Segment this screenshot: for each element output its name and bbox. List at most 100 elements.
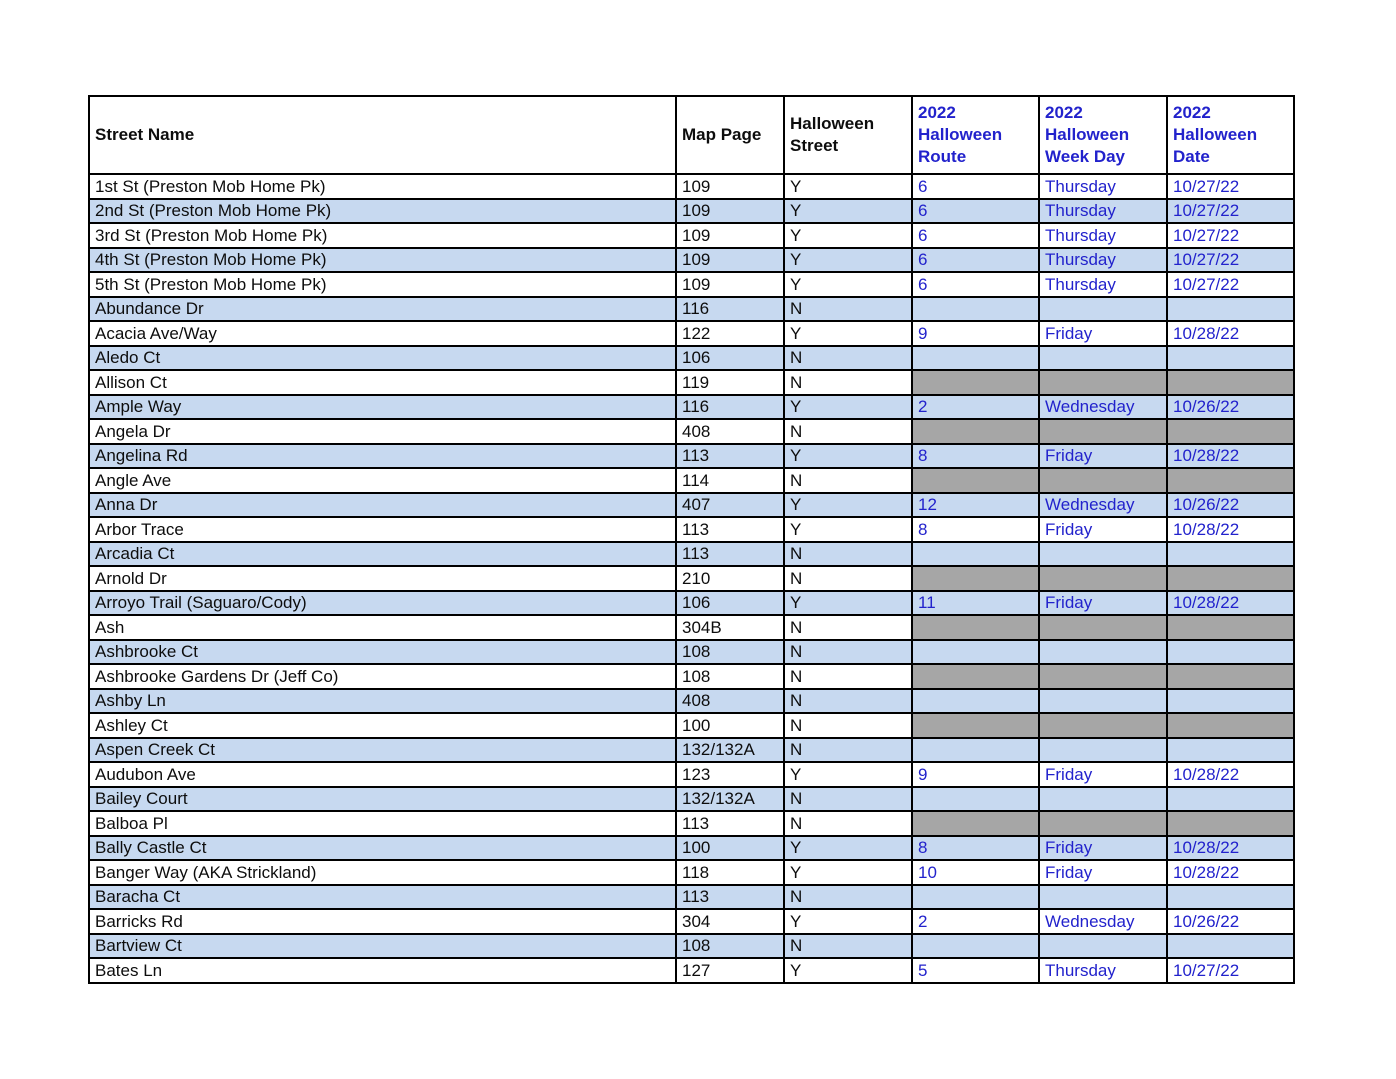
cell-halloween-date: 10/27/22 (1166, 222, 1295, 249)
cell-halloween-route (911, 663, 1040, 690)
cell-halloween-week-day: Thursday (1038, 957, 1168, 984)
cell-halloween-street: Y (783, 761, 913, 788)
cell-halloween-route: 8 (911, 834, 1040, 861)
cell-halloween-week-day (1038, 344, 1168, 371)
cell-halloween-week-day: Thursday (1038, 222, 1168, 249)
cell-halloween-date (1166, 369, 1295, 396)
cell-map-page: 109 (675, 222, 785, 249)
cell-street-name: Ashbrooke Ct (88, 638, 677, 665)
cell-map-page: 407 (675, 491, 785, 518)
cell-halloween-week-day (1038, 883, 1168, 910)
table-row: Balboa Pl 113 N (88, 810, 1295, 837)
table-row: Bally Castle Ct 100 Y 8 Friday 10/28/22 (88, 834, 1295, 861)
cell-map-page: 132/132A (675, 785, 785, 812)
cell-halloween-week-day (1038, 540, 1168, 567)
cell-street-name: 1st St (Preston Mob Home Pk) (88, 173, 677, 200)
cell-halloween-street: N (783, 540, 913, 567)
cell-halloween-route (911, 540, 1040, 567)
cell-halloween-street: Y (783, 957, 913, 984)
cell-halloween-street: Y (783, 173, 913, 200)
cell-halloween-route (911, 712, 1040, 739)
cell-halloween-street: Y (783, 197, 913, 224)
cell-street-name: Abundance Dr (88, 295, 677, 322)
cell-street-name: Bailey Court (88, 785, 677, 812)
cell-map-page: 118 (675, 859, 785, 886)
cell-halloween-date: 10/28/22 (1166, 320, 1295, 347)
cell-street-name: Banger Way (AKA Strickland) (88, 859, 677, 886)
cell-street-name: Aspen Creek Ct (88, 736, 677, 763)
cell-street-name: Acacia Ave/Way (88, 320, 677, 347)
cell-halloween-route: 6 (911, 173, 1040, 200)
cell-halloween-street: N (783, 565, 913, 592)
table-row: 2nd St (Preston Mob Home Pk) 109 Y 6 Thursda… (88, 197, 1295, 224)
table-row: Aledo Ct 106 N (88, 344, 1295, 371)
cell-halloween-week-day: Friday (1038, 320, 1168, 347)
cell-halloween-week-day (1038, 712, 1168, 739)
cell-street-name: Angle Ave (88, 467, 677, 494)
cell-halloween-street: N (783, 810, 913, 837)
cell-halloween-week-day: Friday (1038, 589, 1168, 616)
cell-halloween-week-day: Wednesday (1038, 491, 1168, 518)
cell-halloween-street: Y (783, 859, 913, 886)
cell-halloween-route (911, 810, 1040, 837)
table-row: Barricks Rd 304 Y 2 Wednesday 10/26/22 (88, 908, 1295, 935)
cell-halloween-street: N (783, 614, 913, 641)
cell-halloween-week-day: Friday (1038, 516, 1168, 543)
cell-halloween-date (1166, 638, 1295, 665)
cell-halloween-route: 2 (911, 393, 1040, 420)
cell-map-page: 113 (675, 810, 785, 837)
cell-halloween-date: 10/27/22 (1166, 957, 1295, 984)
cell-halloween-date (1166, 565, 1295, 592)
cell-halloween-street: Y (783, 222, 913, 249)
cell-map-page: 210 (675, 565, 785, 592)
cell-halloween-date: 10/26/22 (1166, 491, 1295, 518)
table-row: Arcadia Ct 113 N (88, 540, 1295, 567)
cell-halloween-date (1166, 614, 1295, 641)
table-row: Ample Way 116 Y 2 Wednesday 10/26/22 (88, 393, 1295, 420)
cell-halloween-street: N (783, 638, 913, 665)
cell-halloween-week-day (1038, 565, 1168, 592)
table-row: Baracha Ct 113 N (88, 883, 1295, 910)
cell-halloween-route: 10 (911, 859, 1040, 886)
cell-street-name: Arcadia Ct (88, 540, 677, 567)
cell-map-page: 108 (675, 932, 785, 959)
cell-street-name: Arnold Dr (88, 565, 677, 592)
cell-halloween-street: Y (783, 246, 913, 273)
cell-street-name: Ashbrooke Gardens Dr (Jeff Co) (88, 663, 677, 690)
cell-halloween-date: 10/27/22 (1166, 173, 1295, 200)
cell-halloween-street: Y (783, 516, 913, 543)
cell-halloween-date (1166, 736, 1295, 763)
table-row: Anna Dr 407 Y 12 Wednesday 10/26/22 (88, 491, 1295, 518)
cell-halloween-date: 10/27/22 (1166, 197, 1295, 224)
cell-halloween-route: 6 (911, 197, 1040, 224)
cell-halloween-street: N (783, 687, 913, 714)
cell-halloween-week-day (1038, 467, 1168, 494)
cell-street-name: Ashby Ln (88, 687, 677, 714)
cell-halloween-route (911, 344, 1040, 371)
cell-halloween-week-day (1038, 418, 1168, 445)
cell-map-page: 116 (675, 295, 785, 322)
column-header-2022-halloween-date: 2022 Halloween Date (1166, 95, 1295, 175)
cell-halloween-date (1166, 344, 1295, 371)
cell-map-page: 108 (675, 663, 785, 690)
cell-halloween-week-day (1038, 810, 1168, 837)
table-row: Ashbrooke Gardens Dr (Jeff Co) 108 N (88, 663, 1295, 690)
cell-halloween-street: Y (783, 271, 913, 298)
cell-halloween-route (911, 638, 1040, 665)
cell-map-page: 100 (675, 712, 785, 739)
cell-halloween-street: N (783, 467, 913, 494)
cell-map-page: 113 (675, 540, 785, 567)
cell-halloween-route (911, 614, 1040, 641)
cell-street-name: Ash (88, 614, 677, 641)
street-table: Street Name Map Page Halloween Street 20… (88, 95, 1295, 984)
cell-halloween-street: N (783, 785, 913, 812)
cell-halloween-route (911, 736, 1040, 763)
table-row: Acacia Ave/Way 122 Y 9 Friday 10/28/22 (88, 320, 1295, 347)
table-row: Ashley Ct 100 N (88, 712, 1295, 739)
cell-halloween-week-day: Friday (1038, 859, 1168, 886)
cell-halloween-route (911, 369, 1040, 396)
cell-halloween-week-day (1038, 687, 1168, 714)
cell-halloween-week-day: Thursday (1038, 197, 1168, 224)
cell-map-page: 132/132A (675, 736, 785, 763)
table-row: 4th St (Preston Mob Home Pk) 109 Y 6 Thursda… (88, 246, 1295, 273)
